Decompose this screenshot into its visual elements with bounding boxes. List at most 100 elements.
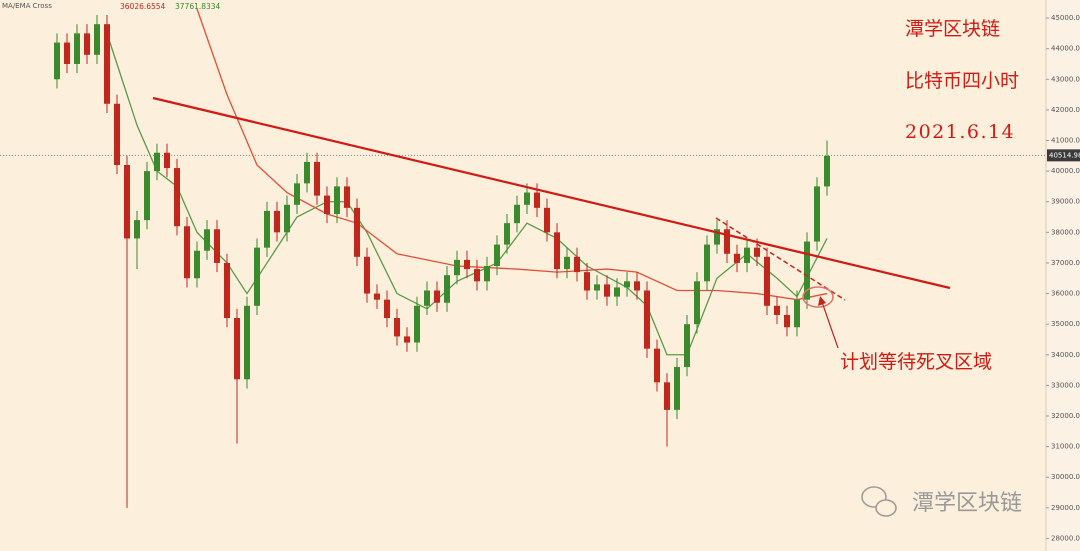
- candle-body: [684, 324, 690, 368]
- y-tick-label: 31000.00: [1051, 443, 1080, 451]
- candle-body: [704, 244, 710, 282]
- candle-body: [444, 275, 450, 303]
- candle-body: [124, 164, 130, 239]
- candle-body: [114, 103, 120, 165]
- candle-body: [524, 192, 530, 205]
- candle-body: [294, 183, 300, 205]
- candle-body: [414, 305, 420, 343]
- candle-body: [284, 204, 290, 233]
- annotation: 计划等待死叉区域: [840, 351, 992, 373]
- indicator-value: 37761.8334: [175, 2, 221, 11]
- candle-body: [324, 195, 330, 214]
- candle-body: [64, 42, 70, 64]
- y-tick-label: 42000.00: [1051, 106, 1080, 114]
- candle-body: [674, 367, 680, 410]
- annotation: 潭学区块链: [905, 18, 1000, 40]
- candle-body: [754, 247, 760, 257]
- candle-body: [344, 186, 350, 208]
- candle-body: [104, 24, 110, 104]
- candle-body: [174, 168, 180, 227]
- candle-body: [234, 318, 240, 380]
- candle-body: [514, 204, 520, 224]
- candle-body: [604, 284, 610, 297]
- candle-body: [274, 210, 280, 233]
- candle-body: [614, 287, 620, 297]
- candle-body: [54, 42, 60, 80]
- candle-body: [74, 33, 80, 64]
- y-tick-label: 45000.00: [1051, 14, 1080, 22]
- candle-body: [634, 281, 640, 291]
- candle-body: [714, 229, 720, 245]
- candle-body: [794, 299, 800, 328]
- candle-body: [494, 244, 500, 267]
- price-label-box: [1047, 149, 1080, 162]
- y-tick-label: 40000.00: [1051, 167, 1080, 175]
- candle-body: [554, 232, 560, 270]
- arrow: [821, 301, 839, 349]
- ticks: 28000.00 29000.00 30000.00 31000.00 32000.00…: [1046, 14, 1080, 542]
- price-axis: [1046, 0, 1080, 551]
- candle-body: [94, 24, 100, 55]
- trend-line: [152, 96, 951, 290]
- candle-body: [504, 223, 510, 245]
- candle-body: [814, 186, 820, 242]
- cross-circle: [802, 286, 834, 308]
- candle-body: [354, 207, 360, 257]
- candle-body: [804, 241, 810, 300]
- candle-body: [244, 305, 250, 380]
- candle-body: [784, 314, 790, 328]
- y-tick-label: 43000.00: [1051, 75, 1080, 83]
- candle-body: [424, 290, 430, 306]
- candle-body: [384, 299, 390, 319]
- y-tick-label: 44000.00: [1051, 45, 1080, 53]
- dashed-trend-line: [715, 217, 846, 301]
- watermark: 潭学区块链: [912, 491, 1022, 516]
- y-tick-label: 39000.00: [1051, 198, 1080, 206]
- candle-body: [144, 171, 150, 221]
- candle-body: [454, 259, 460, 276]
- candle-body: [594, 284, 600, 291]
- y-tick-label: 34000.00: [1051, 351, 1080, 359]
- candle-body: [474, 269, 480, 282]
- annotation: 比特币四小时: [905, 70, 1019, 92]
- y-tick-label: 36000.00: [1051, 290, 1080, 298]
- y-tick-label: 30000.00: [1051, 473, 1080, 481]
- y-tick-label: 37000.00: [1051, 259, 1080, 267]
- y-tick-label: 32000.00: [1051, 412, 1080, 420]
- moving-average: [106, 33, 828, 356]
- candle-body: [664, 382, 670, 410]
- candle-body: [204, 229, 210, 251]
- plot: 40514.98: [0, 8, 1080, 508]
- wechat-icon: [861, 486, 897, 517]
- candle-body: [224, 262, 230, 319]
- candle-body: [254, 247, 260, 306]
- candle-body: [434, 290, 440, 303]
- candle-body: [694, 281, 700, 325]
- arrow-head: [818, 296, 826, 306]
- y-tick-label: 35000.00: [1051, 320, 1080, 328]
- candle-body: [84, 33, 90, 55]
- candle-body: [564, 256, 570, 270]
- candle-body: [624, 281, 630, 288]
- indicator-label: MA/EMA Cross: [2, 2, 52, 10]
- candle-body: [304, 161, 310, 184]
- candle-body: [824, 155, 830, 187]
- candle-body: [364, 256, 370, 294]
- y-tick-label: 33000.00: [1051, 381, 1080, 389]
- candle-body: [654, 348, 660, 383]
- candle-body: [484, 266, 490, 282]
- y-tick-label: 28000.00: [1051, 534, 1080, 542]
- candle-body: [334, 186, 340, 214]
- candle-body: [464, 259, 470, 270]
- indicator-value: 36026.6554: [120, 2, 166, 11]
- y-tick-label: 41000.00: [1051, 137, 1080, 145]
- y-tick-label: 29000.00: [1051, 504, 1080, 512]
- moving-average: [196, 8, 828, 301]
- annotation: 2021.6.14: [905, 121, 1015, 143]
- current-price-label: 40514.98: [1049, 151, 1080, 159]
- candle-body: [544, 207, 550, 233]
- candle-body: [584, 272, 590, 291]
- candle-body: [264, 210, 270, 248]
- legend-box: [118, 1, 166, 12]
